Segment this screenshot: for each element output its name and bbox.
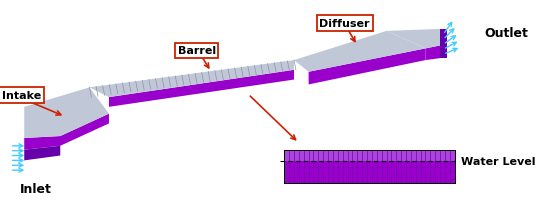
Text: Diffuser: Diffuser xyxy=(320,19,370,29)
Polygon shape xyxy=(309,49,425,85)
Polygon shape xyxy=(24,114,109,150)
Polygon shape xyxy=(440,30,447,59)
Bar xyxy=(284,150,455,183)
Text: Intake: Intake xyxy=(2,91,41,101)
Polygon shape xyxy=(109,70,294,107)
Polygon shape xyxy=(425,46,440,61)
Polygon shape xyxy=(24,88,109,138)
Polygon shape xyxy=(24,146,60,161)
Text: Water Level: Water Level xyxy=(461,156,535,166)
Text: Barrel: Barrel xyxy=(177,46,215,56)
Bar xyxy=(284,150,455,183)
Bar xyxy=(284,150,455,161)
Polygon shape xyxy=(89,61,294,98)
Text: Outlet: Outlet xyxy=(484,27,528,40)
Polygon shape xyxy=(294,32,425,72)
Text: Inlet: Inlet xyxy=(20,182,52,195)
Polygon shape xyxy=(386,30,440,49)
